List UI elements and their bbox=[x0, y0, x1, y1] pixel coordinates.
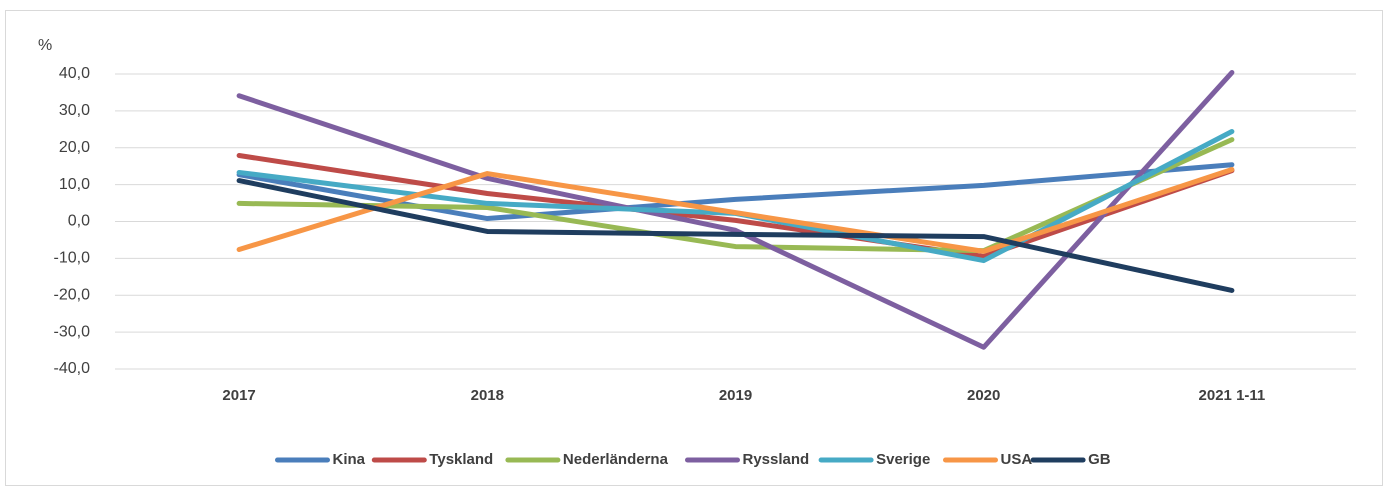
y-tick-label: -20,0 bbox=[54, 286, 91, 303]
legend-label: GB bbox=[1088, 451, 1111, 468]
x-tick-label: 2021 1-11 bbox=[1199, 387, 1266, 404]
x-tick-label: 2017 bbox=[222, 387, 255, 404]
y-axis-label: % bbox=[38, 37, 52, 54]
legend-label: Nederländerna bbox=[563, 451, 669, 468]
line-series bbox=[236, 137, 1235, 254]
y-tick-label: 0,0 bbox=[68, 213, 90, 230]
y-tick-label: 30,0 bbox=[59, 102, 90, 119]
line-series bbox=[236, 178, 1235, 293]
y-tick-label: 10,0 bbox=[59, 176, 90, 193]
legend-label: Ryssland bbox=[743, 451, 810, 468]
legend-label: Kina bbox=[333, 451, 366, 468]
legend-label: USA bbox=[1001, 451, 1033, 468]
x-tick-label: 2018 bbox=[471, 387, 504, 404]
chart-border bbox=[5, 10, 1383, 486]
line-series bbox=[236, 167, 1235, 254]
x-tick-label: 2019 bbox=[719, 387, 752, 404]
line-series bbox=[236, 152, 1235, 260]
y-tick-label: 20,0 bbox=[59, 139, 90, 156]
x-tick-label: 2020 bbox=[967, 387, 1000, 404]
y-tick-label: -30,0 bbox=[54, 323, 91, 340]
y-tick-label: -40,0 bbox=[54, 360, 91, 377]
y-tick-label: -10,0 bbox=[54, 250, 91, 267]
legend-label: Sverige bbox=[876, 451, 930, 468]
y-tick-label: 40,0 bbox=[59, 65, 90, 82]
legend-label: Tyskland bbox=[429, 451, 493, 468]
